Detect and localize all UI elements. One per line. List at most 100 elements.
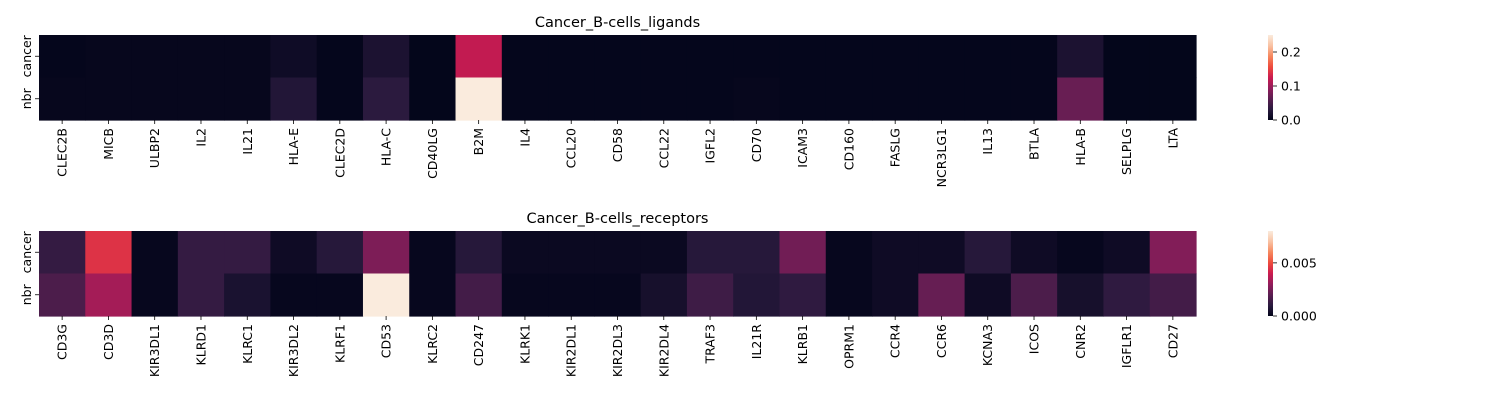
heatmap-cell: [316, 231, 364, 275]
column-label: IL2: [193, 128, 208, 147]
heatmap-cell: [733, 35, 781, 79]
column-label: IL13: [980, 128, 995, 155]
colorbar: 0.000 0.005: [1268, 231, 1317, 324]
heatmap-cell: [224, 35, 271, 79]
heatmap-cell: [779, 35, 827, 79]
column-label: CD160: [841, 128, 856, 170]
heatmap-cell: [548, 35, 595, 79]
column-label: CCL20: [564, 128, 579, 168]
column-label: CLEC2B: [55, 128, 70, 177]
heatmap-cell: [409, 273, 457, 317]
column-label: BTLA: [1027, 128, 1042, 160]
heatmap-cell: [1057, 231, 1105, 275]
row-label: nbr: [19, 87, 34, 109]
heatmap-cell: [1103, 231, 1151, 275]
heatmap-cell: [270, 231, 318, 275]
column-label: KIR3DL2: [286, 324, 301, 377]
column-label: CD3D: [101, 324, 116, 360]
heatmap-cell: [177, 77, 225, 121]
column-label: HLA-E: [286, 128, 301, 165]
heatmap-cell: [131, 231, 179, 275]
column-label: ICOS: [1027, 324, 1042, 354]
panel-title: Cancer_B-cells_ligands: [535, 15, 700, 31]
heatmap-cell: [825, 77, 873, 121]
column-label: ICAM3: [795, 128, 810, 168]
column-label: CD53: [379, 324, 394, 358]
colorbar-gradient: [1268, 35, 1273, 120]
column-label: CD27: [1165, 324, 1180, 358]
column-label: IL4: [517, 128, 532, 147]
heatmap-cell: [686, 77, 734, 121]
heatmap-cell: [918, 35, 966, 79]
heatmap-cell: [224, 273, 271, 317]
heatmap-cell: [362, 231, 410, 275]
heatmap-cell: [825, 273, 873, 317]
heatmap-cell: [1103, 77, 1151, 121]
heatmap-cell: [1057, 273, 1105, 317]
heatmap-cell: [594, 77, 642, 121]
column-label: IL21R: [749, 324, 764, 360]
heatmap-cell: [640, 35, 688, 79]
heatmap-cell: [270, 35, 318, 79]
heatmap-cell: [594, 35, 642, 79]
heatmap-cell: [872, 35, 919, 79]
heatmap-cell: [686, 35, 734, 79]
heatmap-cell: [1010, 231, 1058, 275]
heatmap-cell: [316, 35, 364, 79]
column-label: CD70: [749, 128, 764, 162]
column-label: KIR2DL4: [656, 324, 671, 377]
heatmap-cell: [39, 231, 86, 275]
column-label: CNR2: [1073, 324, 1088, 359]
heatmap-cell: [964, 273, 1012, 317]
heatmap-cell: [362, 273, 410, 317]
heatmap-cell: [779, 231, 827, 275]
heatmap-cell: [825, 231, 873, 275]
column-label: HLA-C: [379, 128, 394, 166]
heatmap-cell: [733, 231, 781, 275]
heatmap-cell: [825, 35, 873, 79]
column-label: ULBP2: [147, 128, 162, 168]
column-label: KIR2DL1: [564, 324, 579, 377]
column-label: KLRB1: [795, 324, 810, 364]
heatmap-cell: [316, 77, 364, 121]
heatmap-cell: [1103, 273, 1151, 317]
heatmap-cell: [501, 35, 549, 79]
column-label: IGFL2: [703, 128, 718, 163]
colorbar-tick-label: 0.0: [1281, 113, 1301, 128]
heatmap-cell: [594, 273, 642, 317]
heatmap-cell: [270, 273, 318, 317]
heatmap-cell: [872, 77, 919, 121]
column-label: NCR3LG1: [934, 128, 949, 187]
heatmap-cell: [455, 273, 503, 317]
row-label: cancer: [19, 230, 34, 273]
heatmap-cell: [918, 77, 966, 121]
heatmap-cell: [362, 77, 410, 121]
heatmap-cell: [733, 273, 781, 317]
column-label: HLA-B: [1073, 128, 1088, 166]
column-label: MICB: [101, 128, 116, 160]
heatmap-cell: [1010, 273, 1058, 317]
colorbar-tick-label: 0.1: [1281, 79, 1301, 94]
column-label: KLRD1: [193, 324, 208, 365]
panel-title: Cancer_B-cells_receptors: [527, 211, 709, 227]
heatmap-cell: [1103, 35, 1151, 79]
heatmap-cell: [316, 273, 364, 317]
column-label: KIR3DL1: [147, 324, 162, 377]
column-label: KLRF1: [332, 324, 347, 363]
colorbar-tick-label: 0.2: [1281, 45, 1301, 60]
heatmap-cell: [964, 77, 1012, 121]
heatmap-cell: [501, 231, 549, 275]
heatmap-cell: [409, 231, 457, 275]
heatmap-cell: [177, 35, 225, 79]
heatmap-cell: [640, 231, 688, 275]
heatmap-cell: [1149, 273, 1197, 317]
column-label: IL21: [240, 128, 255, 155]
column-label: CD40LG: [425, 128, 440, 179]
heatmap-cell: [85, 231, 133, 275]
heatmap-cell: [39, 77, 86, 121]
heatmap-cell: [918, 273, 966, 317]
column-label: CD3G: [55, 324, 70, 360]
